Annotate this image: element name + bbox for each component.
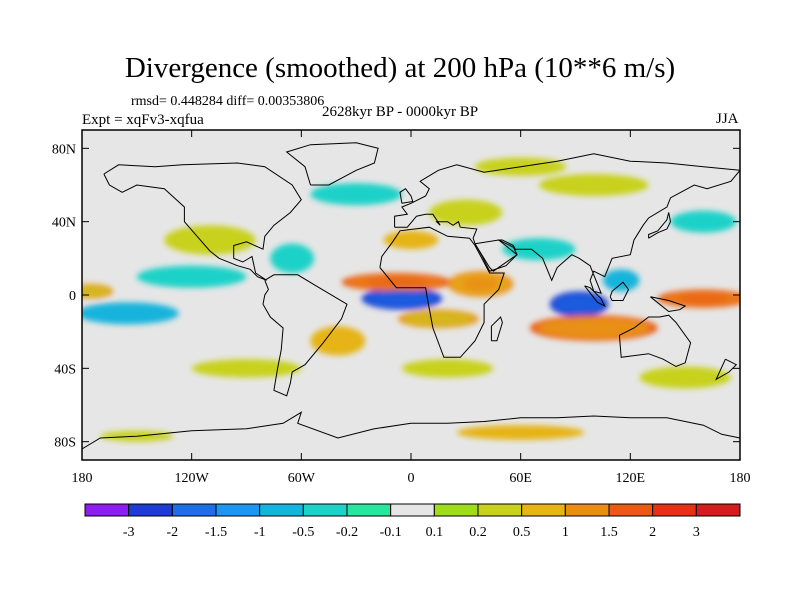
chart-title: Divergence (smoothed) at 200 hPa (10**6 … [124,52,676,84]
colorbar-swatch-0 [84,503,130,517]
coastline-eurasia [394,153,740,294]
stats-label: rmsd= 0.448284 diff= 0.00353806 [131,94,325,109]
colorbar-label-7: 0.1 [426,525,444,540]
y-tick-label-2: 0 [69,289,76,304]
coastline-greenland [285,142,379,186]
coastline-madagascar [490,316,503,342]
colorbar-swatch-2 [171,503,217,517]
colorbar-label-3: -1 [254,525,266,540]
field-anomaly-21 [456,425,585,440]
field-anomaly-20 [639,366,731,389]
coastline-britain [399,188,414,204]
coastline-arabia [474,239,518,272]
field-anomaly-9 [136,265,247,288]
colorbar-swatch-8 [433,503,479,517]
y-tick-label-4: 80S [54,436,76,451]
x-axis-ticks: 180 120W 60W 0 60E 120E 180 [72,130,751,486]
field-halo-2 [348,274,445,290]
colorbar-swatch-10 [521,503,566,517]
colorbar-label-12: 2 [649,525,656,540]
y-tick-label-0: 80N [52,142,76,157]
colorbar-swatch-1 [128,503,173,517]
y-axis-ticks: 80N 40N 0 40S 80S [52,142,740,451]
colorbar-label-6: -0.1 [380,525,402,540]
y-tick-label-3: 40S [54,362,76,377]
field-anomaly-10 [164,225,256,255]
coastline-antarctica [82,411,740,450]
field-halo-6 [663,291,740,306]
field-anomaly-14 [429,199,503,226]
colorbar-swatch-9 [477,503,523,517]
y-tick-label-1: 40N [52,216,76,231]
field-halo-0 [366,289,438,308]
field-blobs [82,157,740,442]
field-anomaly-18 [191,359,302,378]
colorbar-label-1: -2 [166,525,178,540]
coastline-japan [648,212,672,239]
field-halo-3 [451,273,510,295]
colorbar-swatch-5 [302,503,348,517]
field-anomaly-8 [82,302,179,325]
period-label: 2628kyr BP - 0000kyr BP [322,104,479,120]
colorbar-swatch-6 [346,503,392,517]
coastline-africa [379,226,505,358]
field-halo-1 [553,293,605,315]
colorbar-label-5: -0.2 [336,525,358,540]
colorbar-swatch-12 [608,503,654,517]
x-tick-label-3: 0 [408,471,415,486]
season-label: JJA [716,111,739,127]
coastline-borneo [609,281,630,301]
coastline-sumatra [584,285,606,308]
coastline-north-america [103,162,302,281]
colorbar-label-0: -3 [123,525,135,540]
field-anomaly-13 [502,238,576,261]
field-halo-5 [537,317,651,339]
field-anomaly-16 [538,174,649,196]
x-tick-label-5: 120E [616,471,646,486]
x-tick-label-1: 120W [175,471,210,486]
colorbar-label-8: 0.2 [469,525,487,540]
x-tick-label-0: 180 [72,471,93,486]
field-anomaly-25 [310,326,366,356]
colorbar-label-2: -1.5 [205,525,227,540]
colorbar-swatch-3 [215,503,261,517]
field-halo-4 [403,311,474,327]
coastline-new-guinea [650,296,687,313]
colorbar-swatch-13 [652,503,697,517]
coastline-new-zealand [715,358,738,381]
field-anomaly-24 [383,230,439,250]
x-tick-label-4: 60E [509,471,532,486]
colorbar-swatch-11 [564,503,610,517]
x-tick-label-2: 60W [288,471,316,486]
colorbar-label-9: 0.5 [513,525,531,540]
colorbar-label-13: 3 [693,525,700,540]
colorbar-swatch-7 [390,503,435,517]
field-anomaly-23 [670,210,737,233]
field-anomaly-19 [401,359,494,378]
field-anomaly-12 [602,269,640,292]
coastline-south-america [262,274,348,397]
colorbar-label-4: -0.5 [292,525,314,540]
colorbar-label-11: 1.5 [600,525,618,540]
field-anomaly-11 [270,243,315,273]
coastlines [82,142,740,450]
coastline-australia [618,314,692,368]
colorbar-swatch-4 [259,503,304,517]
divergence-field [82,157,740,442]
x-tick-label-6: 180 [730,471,751,486]
colorbar-label-10: 1 [562,525,569,540]
experiment-label: Expt = xqFv3-xqfua [82,112,204,128]
colorbar-swatch-14 [695,503,741,517]
field-halo-7 [82,285,111,298]
colorbar: -3 -2 -1.5 -1 -0.5 -0.2 -0.1 0.1 0.2 0.5 1 1.5 2 3 [84,503,741,540]
field-anomaly-15 [310,183,402,206]
